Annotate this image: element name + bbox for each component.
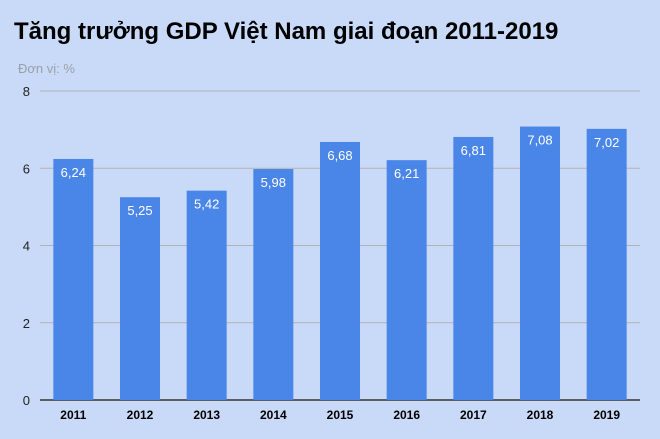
y-tick-label: 6 (23, 161, 30, 176)
bar (520, 126, 560, 400)
x-tick-label: 2017 (460, 408, 487, 422)
data-label: 5,98 (261, 175, 286, 190)
x-tick-label: 2018 (527, 408, 554, 422)
data-label: 6,68 (327, 148, 352, 163)
y-tick-label: 4 (23, 239, 30, 254)
x-tick-label: 2019 (593, 408, 620, 422)
y-tick-label: 0 (23, 393, 30, 408)
data-label: 6,81 (461, 143, 486, 158)
bar (386, 160, 427, 400)
data-label: 6,21 (394, 166, 419, 181)
x-tick-label: 2011 (60, 408, 86, 422)
data-label: 7,08 (527, 133, 552, 148)
bar (320, 141, 360, 401)
x-tick-label: 2012 (127, 408, 154, 422)
y-tick-label: 2 (23, 316, 30, 331)
x-tick-label: 2015 (327, 408, 354, 422)
data-label: 5,25 (127, 203, 152, 218)
data-label: 7,02 (594, 135, 619, 150)
bar (586, 128, 627, 401)
data-label: 5,42 (194, 197, 219, 212)
x-tick-label: 2014 (260, 408, 287, 422)
chart-title: Tăng trưởng GDP Việt Nam giai đoạn 2011-… (14, 18, 559, 45)
x-tick-label: 2016 (393, 408, 420, 422)
x-tick-label: 2013 (193, 408, 220, 422)
chart-subtitle: Đơn vị: % (18, 61, 75, 76)
data-label: 6,24 (61, 165, 86, 180)
bar (453, 136, 494, 400)
y-tick-label: 8 (23, 84, 30, 99)
bar (253, 169, 294, 400)
bar (120, 197, 160, 400)
bar (53, 158, 94, 400)
bar (186, 190, 227, 400)
